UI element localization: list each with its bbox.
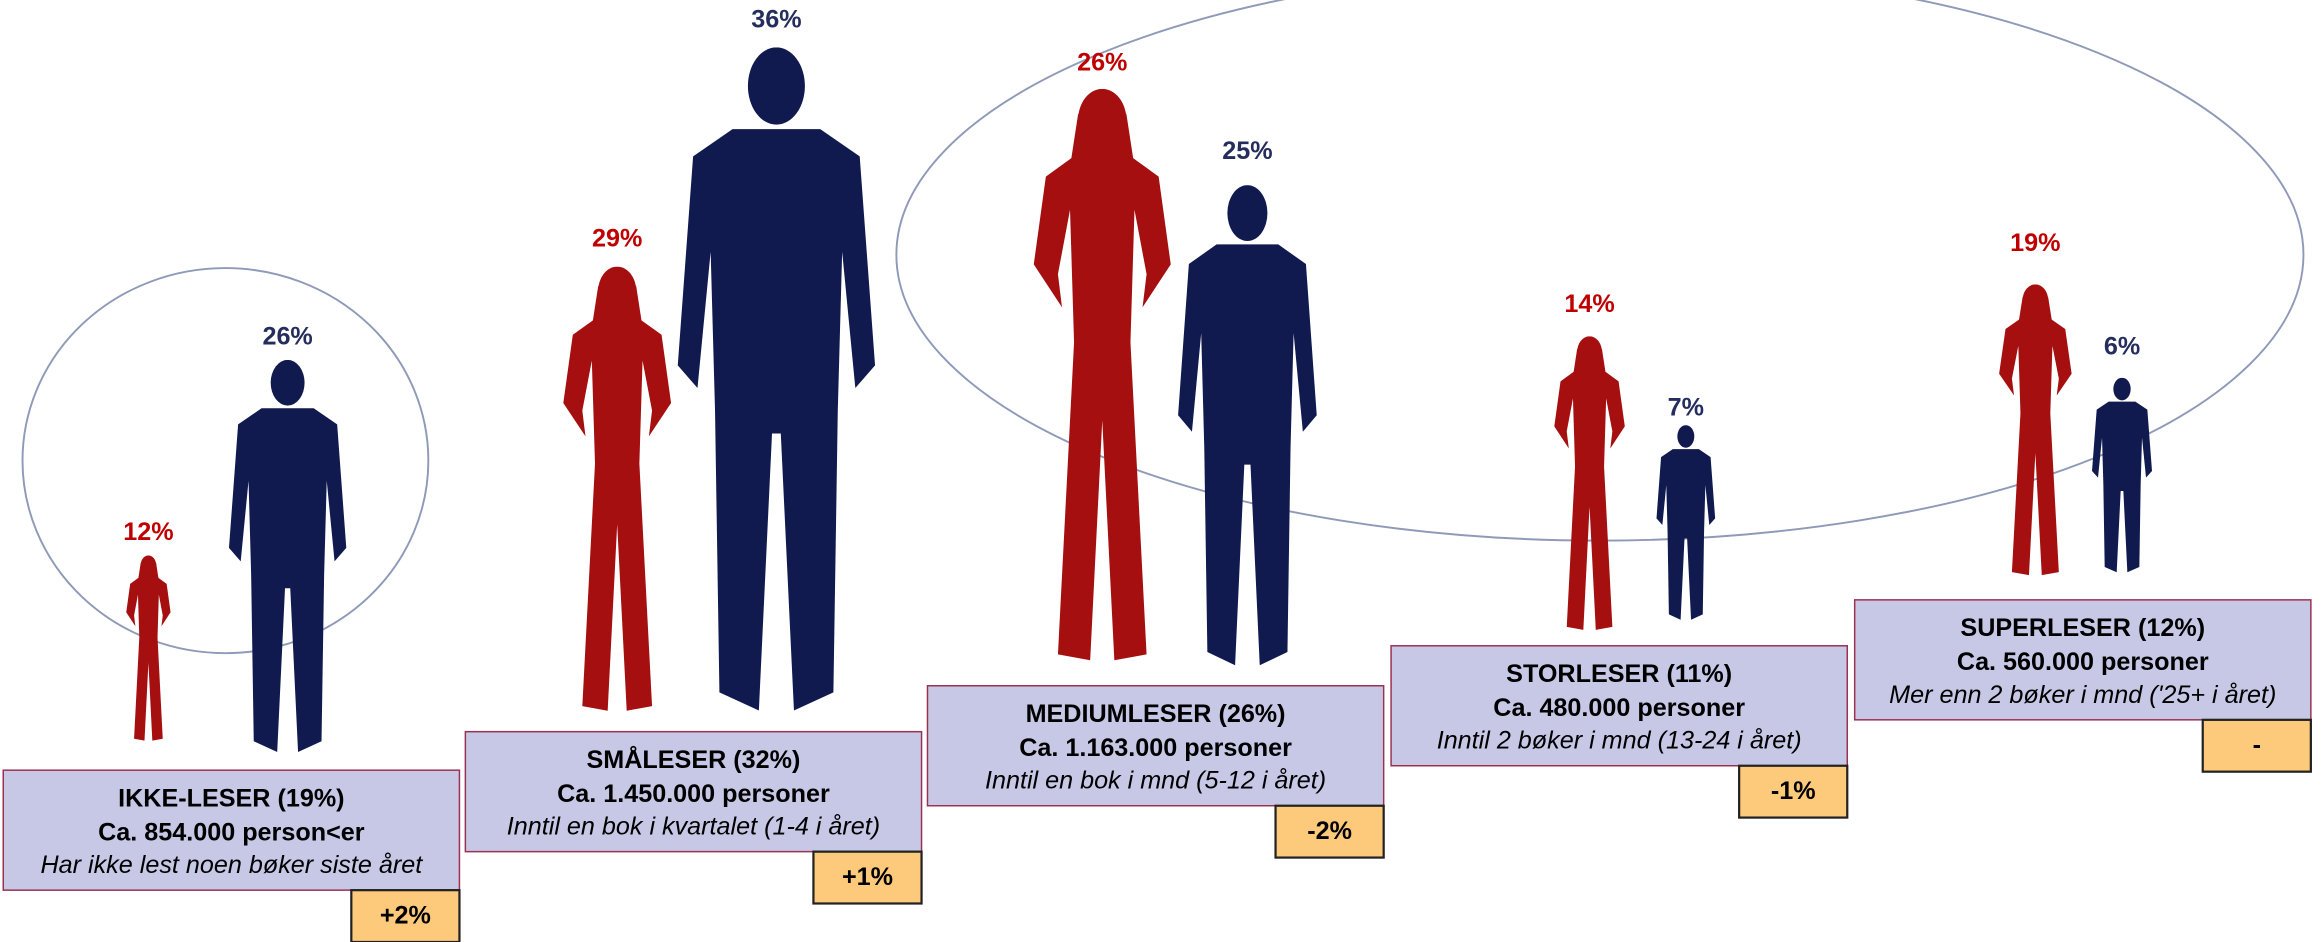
category-count: Ca. 1.450.000 personer	[557, 780, 830, 808]
change-badge	[350, 889, 461, 942]
woman-silhouette	[563, 266, 672, 711]
category-count: Ca. 560.000 personer	[1957, 648, 2209, 676]
change-value: -2%	[1307, 817, 1352, 845]
women-percent: 12%	[123, 518, 173, 546]
reader-group: 12% 26% IKKE-LESER (19%) Ca. 854.000 person…	[2, 322, 461, 942]
category-description: Har ikke lest noen bøker siste året	[40, 851, 423, 879]
change-badge	[812, 850, 923, 905]
man-silhouette	[1656, 425, 1716, 620]
category-description: Inntil en bok i mnd (5-12 i året)	[985, 767, 1326, 795]
reader-group: 19% 6% SUPERLESER (12%) Ca. 560.000 persone…	[1853, 229, 2312, 773]
category-description: Inntil 2 bøker i mnd (13-24 i året)	[1437, 727, 1802, 755]
woman-silhouette	[1999, 284, 2072, 576]
category-name: SUPERLESER (12%)	[1960, 614, 2205, 642]
man-silhouette	[228, 359, 347, 753]
men-percent: 7%	[1668, 393, 1704, 421]
category-box	[1853, 599, 2312, 721]
men-percent: 6%	[2104, 333, 2140, 361]
men-percent: 26%	[262, 322, 312, 350]
woman-silhouette	[1033, 88, 1171, 661]
men-percent: 25%	[1222, 137, 1272, 165]
women-percent: 29%	[592, 225, 642, 253]
category-box	[2, 769, 461, 891]
change-value: -	[2253, 731, 2261, 759]
category-name: MEDIUMLESER (26%)	[1026, 700, 1286, 728]
change-value: -1%	[1771, 777, 1816, 805]
category-description: Inntil en bok i kvartalet (1-4 i året)	[507, 813, 880, 841]
women-percent: 19%	[2010, 229, 2060, 257]
category-count: Ca. 854.000 person<er	[98, 819, 365, 847]
man-silhouette	[2092, 377, 2153, 573]
category-box	[464, 730, 923, 853]
women-percent: 26%	[1077, 48, 1127, 76]
category-description: Mer enn 2 bøker i mnd ('25+ i året)	[1889, 681, 2276, 709]
change-value: +2%	[380, 901, 431, 929]
man-silhouette	[677, 47, 876, 711]
reader-group: 14% 7% STORLESER (11%) Ca. 480.000 personer…	[1390, 290, 1849, 819]
change-badge	[1274, 804, 1385, 859]
reader-group: 26% 25% MEDIUMLESER (26%) Ca. 1.163.000 per…	[926, 48, 1385, 859]
change-badge	[2201, 718, 2312, 773]
highlight-circle	[21, 267, 430, 655]
woman-silhouette	[126, 555, 171, 741]
category-name: SMÅLESER (32%)	[587, 745, 801, 774]
category-name: IKKE-LESER (19%)	[118, 784, 344, 812]
category-box	[1390, 645, 1849, 767]
women-percent: 14%	[1564, 290, 1614, 318]
category-box	[926, 685, 1385, 807]
man-silhouette	[1178, 185, 1317, 666]
category-name: STORLESER (11%)	[1506, 660, 1732, 688]
category-count: Ca. 480.000 personer	[1493, 694, 1745, 722]
change-badge	[1738, 764, 1849, 819]
category-count: Ca. 1.163.000 personer	[1019, 734, 1292, 762]
change-value: +1%	[842, 863, 893, 891]
woman-silhouette	[1554, 336, 1625, 630]
reader-group: 29% 36% SMÅLESER (32%) Ca. 1.450.000 person…	[464, 5, 923, 905]
men-percent: 36%	[751, 5, 801, 33]
